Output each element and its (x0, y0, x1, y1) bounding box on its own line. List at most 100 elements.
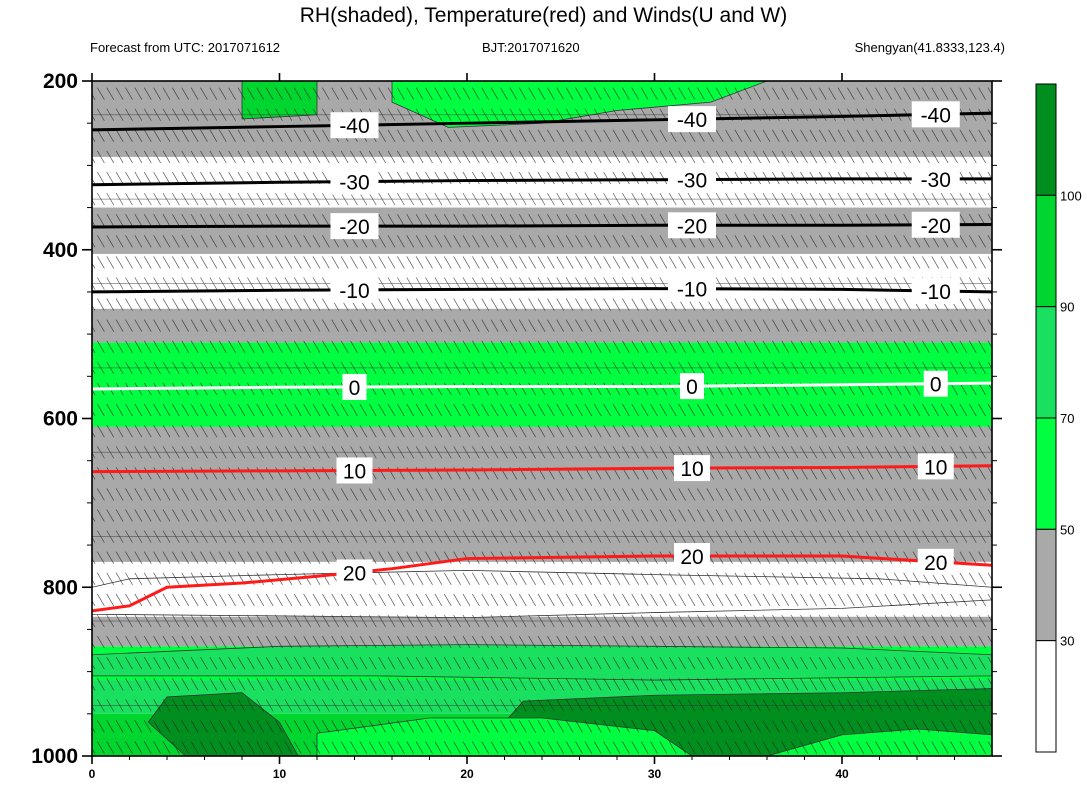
wind-barb (312, 488, 321, 501)
wind-barb (256, 340, 265, 353)
wind-barb (743, 129, 752, 143)
wind-barb (397, 129, 405, 143)
wind-barb (265, 319, 274, 332)
wind-barb (247, 298, 255, 311)
wind-barb (922, 150, 930, 164)
wind-barb (800, 87, 808, 100)
wind-barb (743, 424, 752, 438)
wind-barb (303, 720, 311, 733)
wind-barb (612, 424, 621, 438)
wind-barb (434, 741, 443, 754)
wind-barb (284, 87, 293, 100)
contour-label-box (911, 165, 960, 192)
wind-barb (509, 298, 518, 311)
wind-barb (125, 298, 133, 311)
wind-barb (584, 424, 593, 438)
wind-barb (903, 403, 911, 417)
wind-barb (884, 657, 893, 670)
wind-barb (772, 467, 780, 480)
contour-label-20: 20 (924, 552, 947, 575)
wind-barb (875, 593, 883, 607)
wind-barb (622, 340, 630, 353)
wind-barb (143, 129, 152, 143)
wind-barb (92, 452, 96, 459)
wind-barb (593, 424, 602, 438)
wind-barb (275, 424, 283, 438)
wind-barb (734, 678, 743, 691)
wind-barb (968, 340, 977, 353)
wind-barb (162, 467, 171, 480)
wind-barb (434, 150, 443, 164)
wind-barb (265, 572, 274, 585)
wind-barb (809, 741, 818, 754)
wind-barb (378, 214, 386, 227)
contour-label-box (336, 457, 373, 484)
wind-barb (575, 319, 583, 332)
wind-barb (256, 593, 265, 607)
wind-barb (200, 551, 208, 564)
wind-barb (847, 488, 855, 501)
wind-barb (218, 678, 227, 691)
wind-barb (462, 403, 471, 417)
wind-barb (725, 635, 733, 649)
wind-barb (322, 678, 330, 691)
wind-barb (218, 741, 227, 754)
wind-barb (200, 593, 208, 607)
wind-barb (790, 572, 799, 585)
wind-barb (378, 572, 386, 585)
wind-barb (265, 340, 274, 353)
wind-barb (134, 171, 143, 185)
wind-barb (856, 741, 865, 754)
wind-barb (490, 678, 499, 691)
wind-barb (303, 509, 311, 522)
wind-barb (218, 298, 227, 311)
wind-barb (603, 150, 611, 164)
wind-barb (547, 340, 555, 353)
wind-barb (622, 572, 630, 585)
wind-barb (181, 214, 190, 227)
wind-barb (565, 150, 574, 164)
wind-barb (293, 382, 302, 396)
wind-barb (931, 403, 940, 417)
wind-barb (659, 551, 668, 564)
wind-barb (865, 657, 874, 670)
wind-barb (950, 256, 958, 269)
wind-barb (640, 572, 649, 585)
wind-barb (856, 235, 865, 248)
wind-barb (875, 150, 883, 164)
wind-barb (228, 256, 236, 269)
contour-label-box (680, 373, 704, 400)
wind-barb (697, 340, 705, 353)
wind-barb (92, 410, 96, 417)
wind-barb (115, 150, 124, 164)
wind-barb (518, 509, 527, 522)
contour-label-layer: -40 -40 -40-30 -30 -30-20 -20 -20-10 -10 -100 0 01… (330, 101, 960, 586)
wind-barb (847, 720, 855, 733)
wind-barb (181, 87, 190, 100)
wind-barb (903, 551, 911, 564)
wind-barb (181, 256, 190, 269)
wind-barb (575, 488, 583, 501)
wind-barb (584, 235, 593, 248)
wind-barb (809, 551, 818, 564)
wind-barb (790, 467, 799, 480)
wind-barb (190, 593, 199, 607)
wind-barb (153, 256, 161, 269)
wind-barb (425, 256, 433, 269)
wind-barb (181, 235, 190, 248)
wind-barb (387, 319, 396, 332)
wind-barb (959, 741, 968, 754)
wind-barb (631, 488, 640, 501)
wind-barb (425, 298, 433, 311)
wind-barb (884, 635, 893, 649)
wind-barb (903, 635, 911, 649)
wind-barb (509, 87, 518, 100)
wind-barb (781, 424, 790, 438)
wind-barb (556, 319, 565, 332)
wind-barb (434, 572, 443, 585)
wind-barb (734, 340, 743, 353)
wind-barb (359, 403, 368, 417)
wind-barb (172, 720, 180, 733)
wind-barb (125, 403, 133, 417)
wind-barb (650, 488, 658, 501)
